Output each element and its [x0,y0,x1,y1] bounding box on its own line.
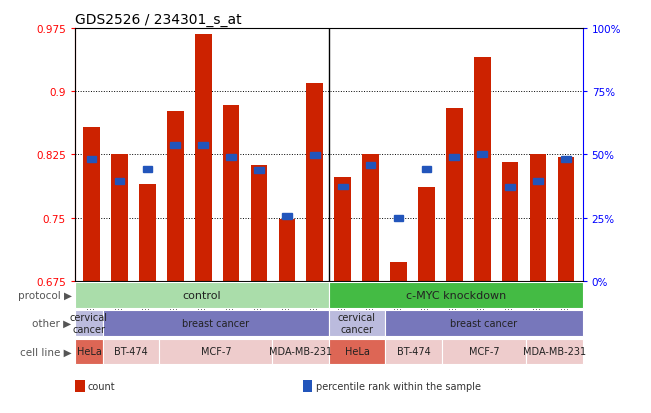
Bar [530,154,546,281]
Bar [557,158,574,281]
Bar [195,35,212,281]
Bar [75,311,103,336]
Bar [254,167,264,173]
Text: HeLa: HeLa [77,347,102,356]
Bar [329,339,385,364]
Bar [251,166,268,281]
Bar [282,214,292,219]
Text: BT-474: BT-474 [115,347,148,356]
Text: breast cancer: breast cancer [182,318,249,328]
Bar [199,143,208,149]
Bar [75,282,329,308]
Bar [159,339,272,364]
Bar [143,166,152,172]
Bar [171,143,180,149]
Bar [87,157,96,162]
Bar [139,185,156,281]
Bar [335,178,351,281]
Bar [366,163,376,169]
Text: other ▶: other ▶ [33,318,72,328]
Bar [310,153,320,159]
Bar [167,112,184,281]
Bar [227,154,236,161]
Bar [329,311,385,336]
Bar [418,188,435,281]
Text: HeLa: HeLa [344,347,369,356]
Text: MDA-MB-231: MDA-MB-231 [269,347,332,356]
Bar [385,311,583,336]
Bar [103,339,159,364]
Bar [307,83,323,281]
Bar [75,339,103,364]
Text: cervical
cancer: cervical cancer [70,313,108,334]
Bar [223,105,240,281]
Text: BT-474: BT-474 [396,347,430,356]
Bar [279,220,296,281]
Text: cervical
cancer: cervical cancer [338,313,376,334]
Text: protocol ▶: protocol ▶ [18,290,72,300]
Bar [103,311,329,336]
Bar [394,215,404,221]
Bar [272,339,329,364]
Bar [338,184,348,190]
Bar [449,154,459,161]
Text: control: control [182,290,221,300]
Bar [561,157,571,162]
Bar [502,163,518,281]
Text: GDS2526 / 234301_s_at: GDS2526 / 234301_s_at [75,12,242,26]
Text: breast cancer: breast cancer [450,318,518,328]
Text: c-MYC knockdown: c-MYC knockdown [406,290,506,300]
Bar [441,339,526,364]
Text: MCF-7: MCF-7 [469,347,499,356]
Text: cell line ▶: cell line ▶ [20,347,72,356]
Bar [390,262,407,281]
Bar [83,127,100,281]
Text: MCF-7: MCF-7 [201,347,231,356]
Bar [477,151,487,157]
Bar [505,185,515,191]
Text: count: count [88,381,115,391]
Bar [111,154,128,281]
Bar [115,179,124,185]
Bar [474,58,491,281]
Bar [385,339,441,364]
Bar [421,166,431,172]
Bar [526,339,583,364]
Text: percentile rank within the sample: percentile rank within the sample [316,381,480,391]
Bar [533,179,543,185]
Bar [329,282,583,308]
Text: MDA-MB-231: MDA-MB-231 [523,347,586,356]
Bar [446,109,463,281]
Bar [362,154,379,281]
